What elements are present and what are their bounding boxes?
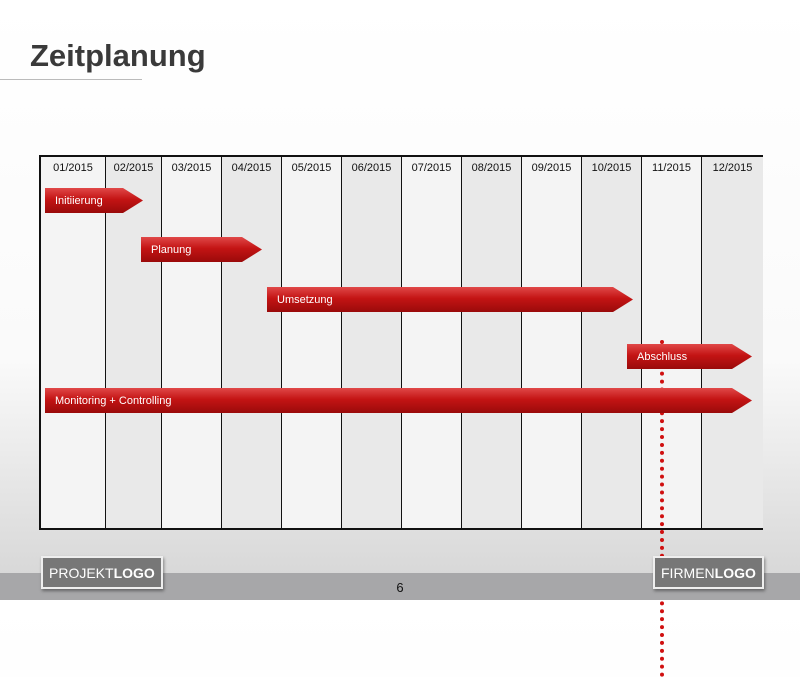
month-header: 03/2015 [171, 162, 212, 174]
month-column: 05/2015 [281, 157, 341, 528]
project-logo-bold: LOGO [113, 564, 155, 581]
company-logo-text: FIRMEN [661, 564, 715, 581]
phase-bar: Monitoring + Controlling [45, 388, 752, 413]
month-header: 02/2015 [113, 162, 154, 174]
month-column: 06/2015 [341, 157, 401, 528]
month-header: 09/2015 [531, 162, 572, 174]
month-column: 10/2015 [581, 157, 641, 528]
month-header: 07/2015 [411, 162, 452, 174]
month-header: 08/2015 [471, 162, 512, 174]
month-header: 11/2015 [652, 162, 691, 174]
month-header: 04/2015 [231, 162, 272, 174]
company-logo: FIRMEN LOGO [653, 556, 764, 589]
month-column: 08/2015 [461, 157, 521, 528]
project-logo-text: PROJEKT [49, 564, 114, 581]
phase-bar: Planung [141, 237, 262, 262]
page-number: 6 [396, 580, 404, 595]
phase-bar: Initiierung [45, 188, 143, 213]
company-logo-bold: LOGO [714, 564, 756, 581]
month-column: 07/2015 [401, 157, 461, 528]
month-column: 03/2015 [161, 157, 221, 528]
gantt-chart: 12/2015 11/2015 10/2015 09/2015 08/2015 07/20… [39, 155, 763, 677]
page-title: Zeitplanung [30, 38, 206, 73]
month-header: 05/2015 [291, 162, 332, 174]
month-header: 10/2015 [591, 162, 632, 174]
month-header: 06/2015 [351, 162, 392, 174]
title-divider [0, 79, 142, 80]
project-logo: PROJEKT LOGO [41, 556, 163, 589]
today-marker-line [660, 340, 664, 677]
month-column: 12/2015 [701, 157, 763, 528]
month-header: 12/2015 [712, 162, 753, 174]
phase-bar: Umsetzung [267, 287, 633, 312]
month-header: 01/2015 [53, 162, 93, 174]
month-column: 02/2015 [105, 157, 161, 528]
month-column: 01/2015 [41, 157, 105, 528]
month-column: 04/2015 [221, 157, 281, 528]
phase-bar: Abschluss [627, 344, 752, 369]
month-column: 09/2015 [521, 157, 581, 528]
month-column: 11/2015 [641, 157, 701, 528]
